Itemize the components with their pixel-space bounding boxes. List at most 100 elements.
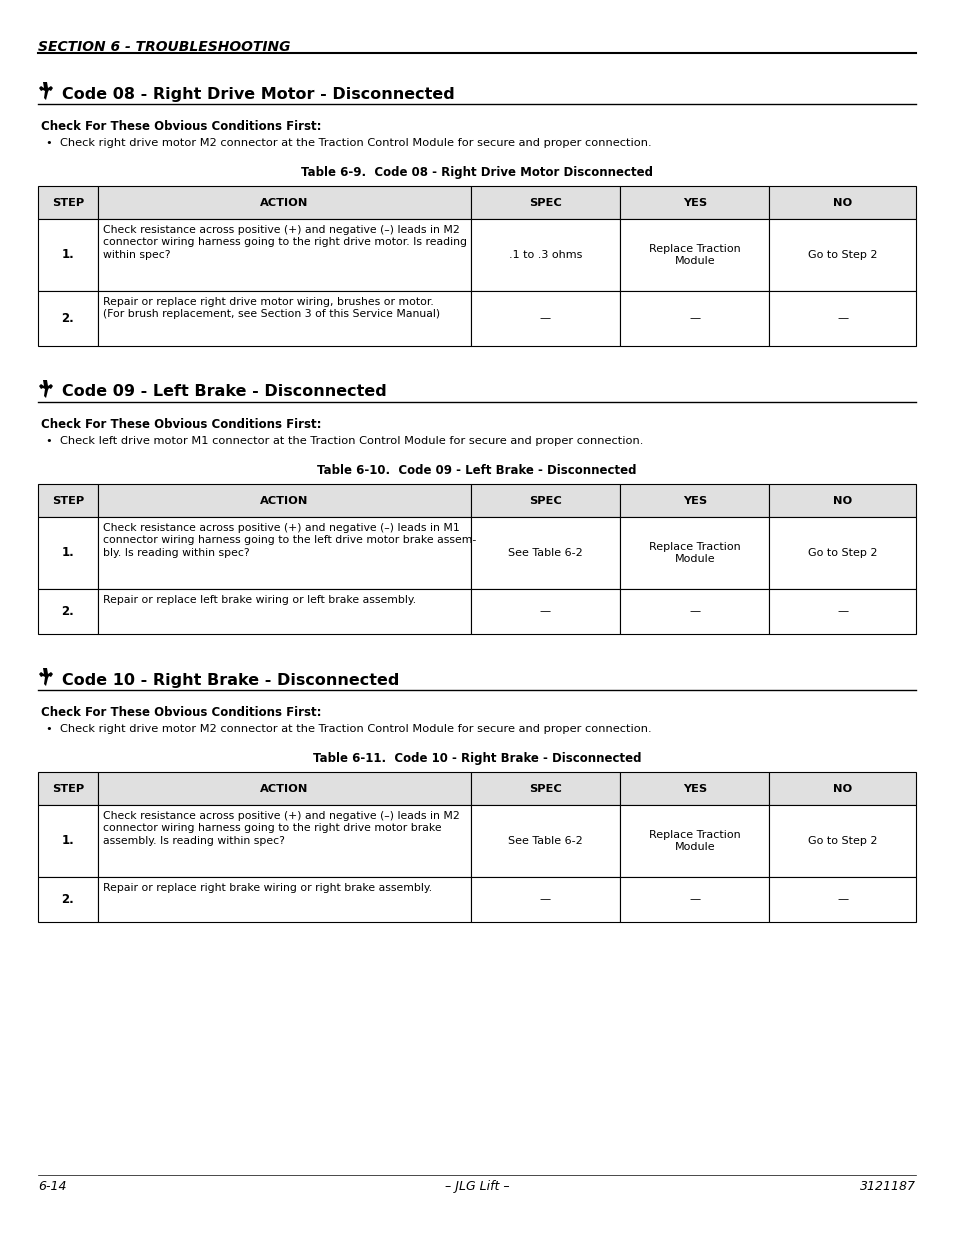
Text: See Table 6-2: See Table 6-2 [508,548,582,558]
Bar [471,291,619,346]
Bar [619,805,768,877]
Text: 2.: 2. [61,312,74,325]
Text: —: — [688,314,700,324]
Bar [38,877,97,923]
Text: SECTION 6 - TROUBLESHOOTING: SECTION 6 - TROUBLESHOOTING [38,40,291,54]
Text: —: — [688,894,700,904]
Text: Table 6-11.  Code 10 - Right Brake - Disconnected: Table 6-11. Code 10 - Right Brake - Disc… [313,752,640,764]
Text: Go to Step 2: Go to Step 2 [807,249,877,261]
Bar [97,186,471,219]
Text: STEP: STEP [51,495,84,505]
Bar [97,291,471,346]
Polygon shape [39,668,53,685]
Text: —: — [836,606,847,616]
Text: Code 10 - Right Brake - Disconnected: Code 10 - Right Brake - Disconnected [62,673,399,688]
Text: Check resistance across positive (+) and negative (–) leads in M2
connector wiri: Check resistance across positive (+) and… [103,225,466,259]
Bar [768,772,915,805]
Bar [38,517,97,589]
Text: Check For These Obvious Conditions First:: Check For These Obvious Conditions First… [41,706,321,719]
Text: 1.: 1. [61,248,74,262]
Text: See Table 6-2: See Table 6-2 [508,836,582,846]
Text: —: — [836,314,847,324]
Bar [768,805,915,877]
Text: —: — [539,606,551,616]
Text: 2.: 2. [61,605,74,618]
Text: Repair or replace right brake wiring or right brake assembly.: Repair or replace right brake wiring or … [103,883,432,893]
Bar [619,589,768,634]
Text: .1 to .3 ohms: .1 to .3 ohms [508,249,581,261]
Bar [768,186,915,219]
Bar [619,219,768,291]
Text: SPEC: SPEC [529,198,561,207]
Text: 1.: 1. [61,547,74,559]
Bar [97,517,471,589]
Text: •  Check left drive motor M1 connector at the Traction Control Module for secure: • Check left drive motor M1 connector at… [46,436,642,446]
Bar [38,805,97,877]
Text: STEP: STEP [51,198,84,207]
Text: SPEC: SPEC [529,495,561,505]
Text: Go to Step 2: Go to Step 2 [807,548,877,558]
Bar [471,219,619,291]
Text: Replace Traction
Module: Replace Traction Module [648,243,740,267]
Bar [619,484,768,517]
Text: •  Check right drive motor M2 connector at the Traction Control Module for secur: • Check right drive motor M2 connector a… [46,724,651,734]
Text: 6-14: 6-14 [38,1179,67,1193]
Text: NO: NO [832,495,851,505]
Bar [97,219,471,291]
Bar [38,589,97,634]
Bar [471,186,619,219]
Text: Go to Step 2: Go to Step 2 [807,836,877,846]
Text: ACTION: ACTION [260,495,308,505]
Text: —: — [688,606,700,616]
Text: Check resistance across positive (+) and negative (–) leads in M1
connector wiri: Check resistance across positive (+) and… [103,522,476,558]
Text: SPEC: SPEC [529,783,561,794]
Text: Table 6-9.  Code 08 - Right Drive Motor Disconnected: Table 6-9. Code 08 - Right Drive Motor D… [301,165,652,179]
Bar [97,805,471,877]
Bar [471,484,619,517]
Bar [768,517,915,589]
Text: NO: NO [832,198,851,207]
Text: Code 08 - Right Drive Motor - Disconnected: Code 08 - Right Drive Motor - Disconnect… [62,86,455,101]
Bar [768,877,915,923]
Text: —: — [836,894,847,904]
Bar [768,484,915,517]
Polygon shape [39,82,53,100]
Text: Table 6-10.  Code 09 - Left Brake - Disconnected: Table 6-10. Code 09 - Left Brake - Disco… [317,464,636,477]
Text: YES: YES [682,198,706,207]
Text: Repair or replace left brake wiring or left brake assembly.: Repair or replace left brake wiring or l… [103,595,416,605]
Bar [38,291,97,346]
Text: Replace Traction
Module: Replace Traction Module [648,542,740,564]
Text: – JLG Lift –: – JLG Lift – [444,1179,509,1193]
Bar [38,772,97,805]
Bar [471,517,619,589]
Polygon shape [39,380,53,398]
Bar [619,291,768,346]
Bar [471,772,619,805]
Text: —: — [539,314,551,324]
Bar [619,877,768,923]
Bar [471,589,619,634]
Bar [38,186,97,219]
Bar [38,219,97,291]
Text: 3121187: 3121187 [859,1179,915,1193]
Bar [619,186,768,219]
Text: STEP: STEP [51,783,84,794]
Text: Replace Traction
Module: Replace Traction Module [648,830,740,852]
Bar [619,517,768,589]
Bar [768,589,915,634]
Text: YES: YES [682,783,706,794]
Text: NO: NO [832,783,851,794]
Bar [38,484,97,517]
Text: 1.: 1. [61,835,74,847]
Bar [471,877,619,923]
Text: —: — [539,894,551,904]
Text: Check For These Obvious Conditions First:: Check For These Obvious Conditions First… [41,417,321,431]
Text: ACTION: ACTION [260,783,308,794]
Text: Repair or replace right drive motor wiring, brushes or motor.
(For brush replace: Repair or replace right drive motor wiri… [103,296,439,320]
Bar [768,219,915,291]
Bar [768,291,915,346]
Text: Check resistance across positive (+) and negative (–) leads in M2
connector wiri: Check resistance across positive (+) and… [103,811,459,846]
Text: •  Check right drive motor M2 connector at the Traction Control Module for secur: • Check right drive motor M2 connector a… [46,138,651,148]
Text: YES: YES [682,495,706,505]
Bar [97,877,471,923]
